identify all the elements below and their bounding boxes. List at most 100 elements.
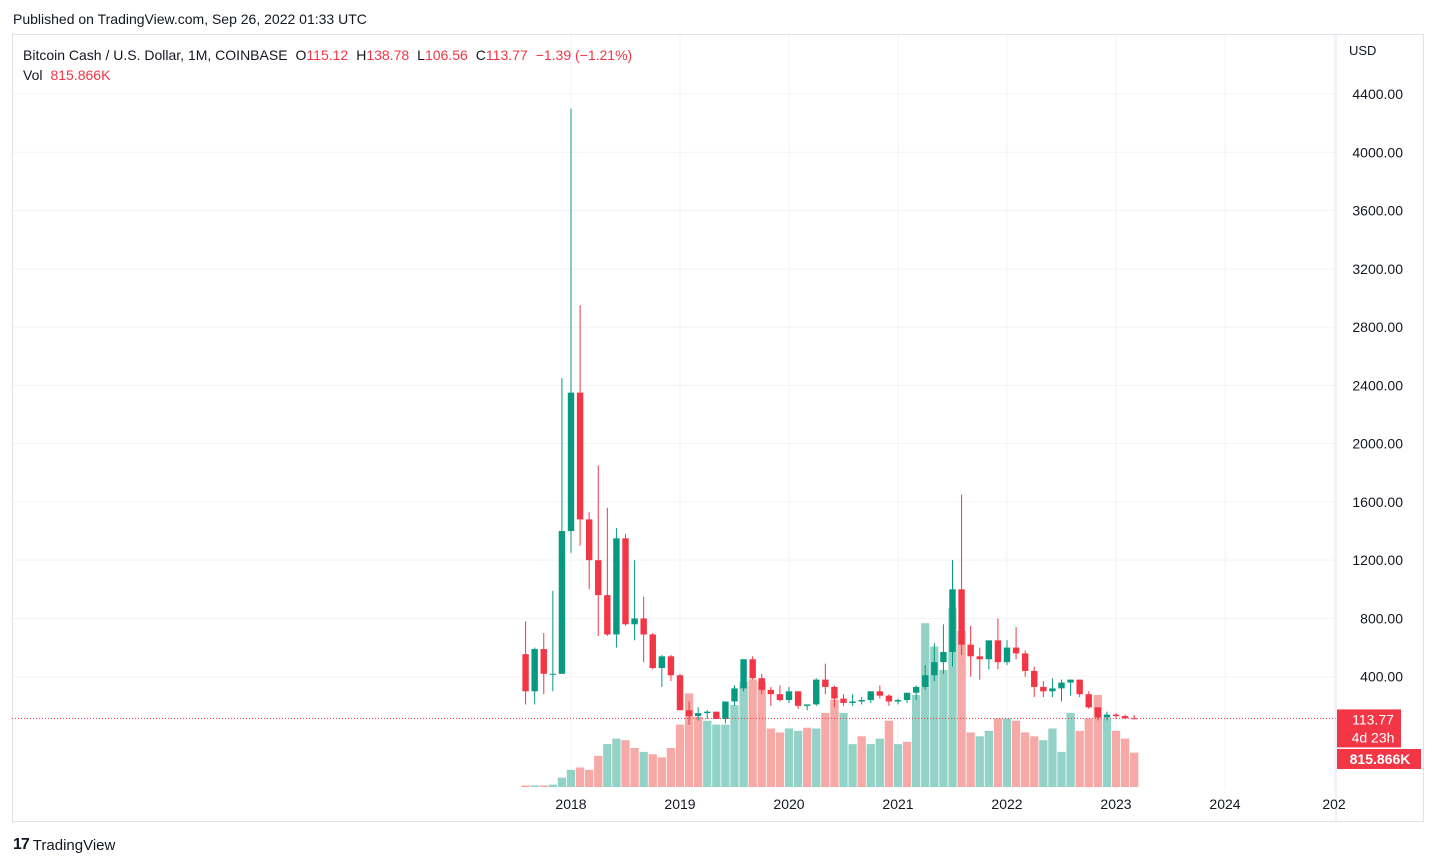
volume-label: Vol [23,67,43,83]
price-tick-label: 2000.00 [1352,436,1403,452]
change-value: −1.39 (−1.21%) [535,47,633,63]
volume-bar [530,785,539,787]
candle-body [858,700,865,702]
candle-body [976,656,983,660]
candle-body [1031,670,1038,687]
volume-bar [1066,712,1075,787]
volume-bar [1002,718,1012,787]
candle-body [840,698,847,703]
candle-body [704,711,711,714]
tradingview-footer[interactable]: 17 TradingView [13,836,115,854]
volume-bar [812,728,821,787]
candle-body [585,519,593,561]
candle-body [894,700,902,702]
candle-body [922,675,929,687]
price-tick-label: 4000.00 [1352,144,1403,160]
volume-bar [839,712,848,787]
candle-body [694,713,702,717]
volume-bar [539,785,548,787]
volume-bar [703,720,712,787]
volume-bar [1120,738,1130,787]
year-tick-label: 2024 [1209,796,1240,812]
open-value: 115.12 [306,47,349,63]
candle-body [867,691,874,701]
volume-bar [1048,728,1057,787]
chart-frame[interactable] [12,34,1424,822]
volume-legend-value: 815.866K [50,67,111,83]
volume-bar [757,681,766,787]
volume-bar [739,681,748,787]
candle-body [1094,707,1102,718]
volume-bar [921,623,930,787]
year-tick-label: 2020 [773,796,804,812]
volume-bar [585,769,594,787]
volume-bar [912,694,921,787]
candle-body [631,618,638,625]
volume-bar [639,751,648,787]
candle-body [876,691,884,696]
price-tick-label: 1600.00 [1352,494,1403,510]
volume-bar [648,754,657,787]
candle-body [676,675,684,711]
axis-currency: USD [1349,43,1376,58]
price-tick-label: 400.00 [1360,669,1403,685]
volume-bar [893,744,903,787]
candle-body [549,673,557,675]
candle-body [903,692,911,701]
volume-bar [1057,751,1066,787]
tradingview-brand: TradingView [32,836,116,854]
candle-body [885,695,893,702]
symbol-name[interactable]: Bitcoin Cash / U.S. Dollar, 1M, COINBASE [23,47,288,63]
year-tick-label: 2018 [555,796,586,812]
candle-body [595,560,602,596]
candle-body [722,701,729,719]
price-tick-label: 3200.00 [1352,261,1403,277]
volume-bar [1093,694,1102,787]
volume-bar [1030,736,1039,787]
candle-body [649,634,656,668]
volume-bar [694,716,703,787]
candle-body [1076,679,1083,695]
volume-bar [1111,730,1121,787]
volume-bar [548,784,557,787]
countdown-value: 4d 23h [1352,729,1395,745]
candle-body [667,656,675,676]
candle-body [1040,686,1047,692]
volume-bar [875,738,884,787]
year-tick-label: 2022 [991,796,1022,812]
volume-bar [966,732,975,787]
volume-bar [848,744,857,787]
candle-body [985,640,993,660]
tradingview-logo-icon: 17 [13,836,30,853]
candle-body [1067,679,1074,683]
volume-bars [521,607,1139,787]
volume-bar [1084,718,1093,787]
price-tick-label: 800.00 [1360,610,1403,626]
candle-body [540,649,547,674]
candle-body [994,640,1002,663]
volume-bar [866,744,875,787]
price-tick-label: 2400.00 [1352,377,1403,393]
volume-bar [939,670,948,787]
candle-body [794,691,802,706]
candle-body [658,656,666,668]
candle-body [731,688,738,702]
candle-body [622,538,629,625]
price-axis-labels: 4400.00 4000.00 3600.00 3200.00 2800.00 2400.… [1352,86,1403,685]
volume-bar [775,732,785,787]
high-value: 138.78 [366,47,410,63]
candle-body [1058,682,1065,689]
candle-body [713,711,720,719]
candle-body [912,686,920,693]
volume-bar [675,724,685,787]
candle-body [1049,688,1056,692]
volume-bar [784,728,794,787]
candle-body [940,651,947,663]
volume-bar [657,757,666,787]
last-price-badge: 113.77 4d 23h [1337,709,1401,748]
volume-bar [902,741,912,787]
candle-body [1003,647,1011,663]
low-label: L [417,47,425,63]
candle-body [1085,694,1092,708]
